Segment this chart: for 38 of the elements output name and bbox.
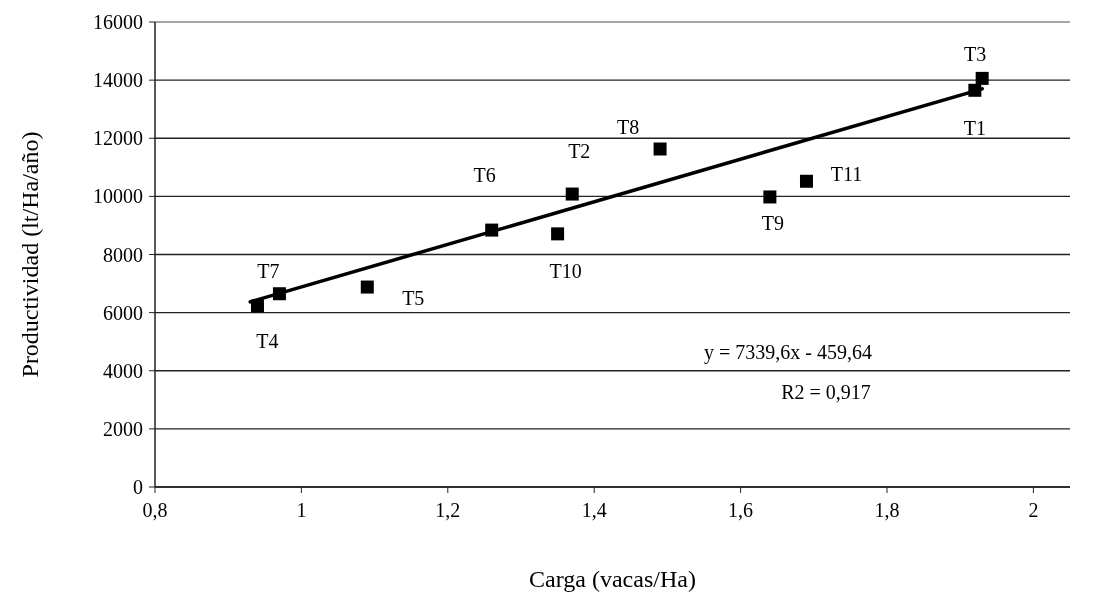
annotation: R2 = 0,917 [781, 381, 871, 403]
y-tick-label: 10000 [93, 185, 143, 208]
y-tick-label: 6000 [103, 301, 143, 324]
annotation: T8 [616, 116, 640, 138]
annotation: T3 [964, 43, 987, 66]
x-tick-label: 1,2 [435, 499, 461, 521]
annotation: y = 7339,6x - 459,64 [704, 341, 872, 364]
point [551, 227, 565, 241]
point [799, 174, 813, 188]
y-tick-label: 2000 [103, 417, 143, 440]
annotation: T5 [402, 287, 425, 310]
x-tick-label: 1 [296, 499, 307, 521]
y-tick-label: 8000 [103, 243, 143, 266]
x-tick-label: 1,4 [581, 499, 607, 521]
annotation: T11 [830, 163, 863, 186]
annotation: T2 [568, 140, 591, 163]
x-tick-label: 1,6 [728, 499, 754, 521]
point [975, 71, 989, 85]
y-tick-label: 4000 [103, 359, 143, 382]
annotation: T6 [473, 164, 496, 187]
x-axis-title: Carga (vacas/Ha) [529, 566, 696, 592]
annotation: T7 [257, 259, 280, 282]
x-tick-label: 0,8 [142, 499, 168, 521]
point [360, 280, 374, 294]
y-tick-label: 0 [133, 476, 143, 498]
x-tick-label: 1,8 [874, 499, 900, 521]
annotation: T10 [549, 259, 582, 282]
point [653, 142, 667, 156]
y-tick-label: 12000 [93, 127, 143, 150]
y-tick-label: 14000 [93, 69, 143, 92]
point [565, 187, 579, 201]
annotation: T1 [963, 117, 986, 140]
y-tick-label: 16000 [93, 11, 143, 33]
annotation: T4 [256, 329, 279, 352]
point [763, 190, 777, 204]
x-tick-label: 2 [1028, 499, 1039, 521]
annotation: T9 [761, 211, 784, 234]
y-axis-title: Productividad (lt/Ha/año) [17, 131, 43, 378]
